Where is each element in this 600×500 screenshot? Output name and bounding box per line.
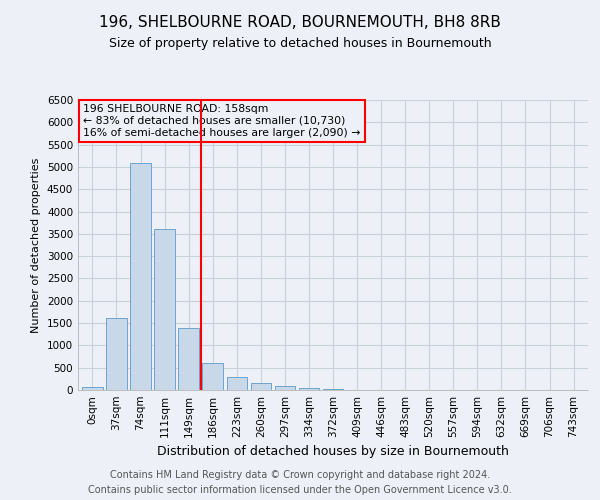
Text: 196, SHELBOURNE ROAD, BOURNEMOUTH, BH8 8RB: 196, SHELBOURNE ROAD, BOURNEMOUTH, BH8 8… [99, 15, 501, 30]
Bar [251, 384, 271, 390]
X-axis label: Distribution of detached houses by size in Bournemouth: Distribution of detached houses by size … [157, 446, 509, 458]
Bar [299, 388, 319, 390]
Bar [154, 230, 175, 390]
Text: Contains public sector information licensed under the Open Government Licence v3: Contains public sector information licen… [88, 485, 512, 495]
Text: Contains HM Land Registry data © Crown copyright and database right 2024.: Contains HM Land Registry data © Crown c… [110, 470, 490, 480]
Text: 196 SHELBOURNE ROAD: 158sqm
← 83% of detached houses are smaller (10,730)
16% of: 196 SHELBOURNE ROAD: 158sqm ← 83% of det… [83, 104, 361, 138]
Bar [82, 388, 103, 390]
Y-axis label: Number of detached properties: Number of detached properties [31, 158, 41, 332]
Bar [275, 386, 295, 390]
Bar [323, 389, 343, 390]
Bar [202, 363, 223, 390]
Bar [178, 328, 199, 390]
Bar [106, 318, 127, 390]
Text: Size of property relative to detached houses in Bournemouth: Size of property relative to detached ho… [109, 38, 491, 51]
Bar [227, 377, 247, 390]
Bar [130, 164, 151, 390]
